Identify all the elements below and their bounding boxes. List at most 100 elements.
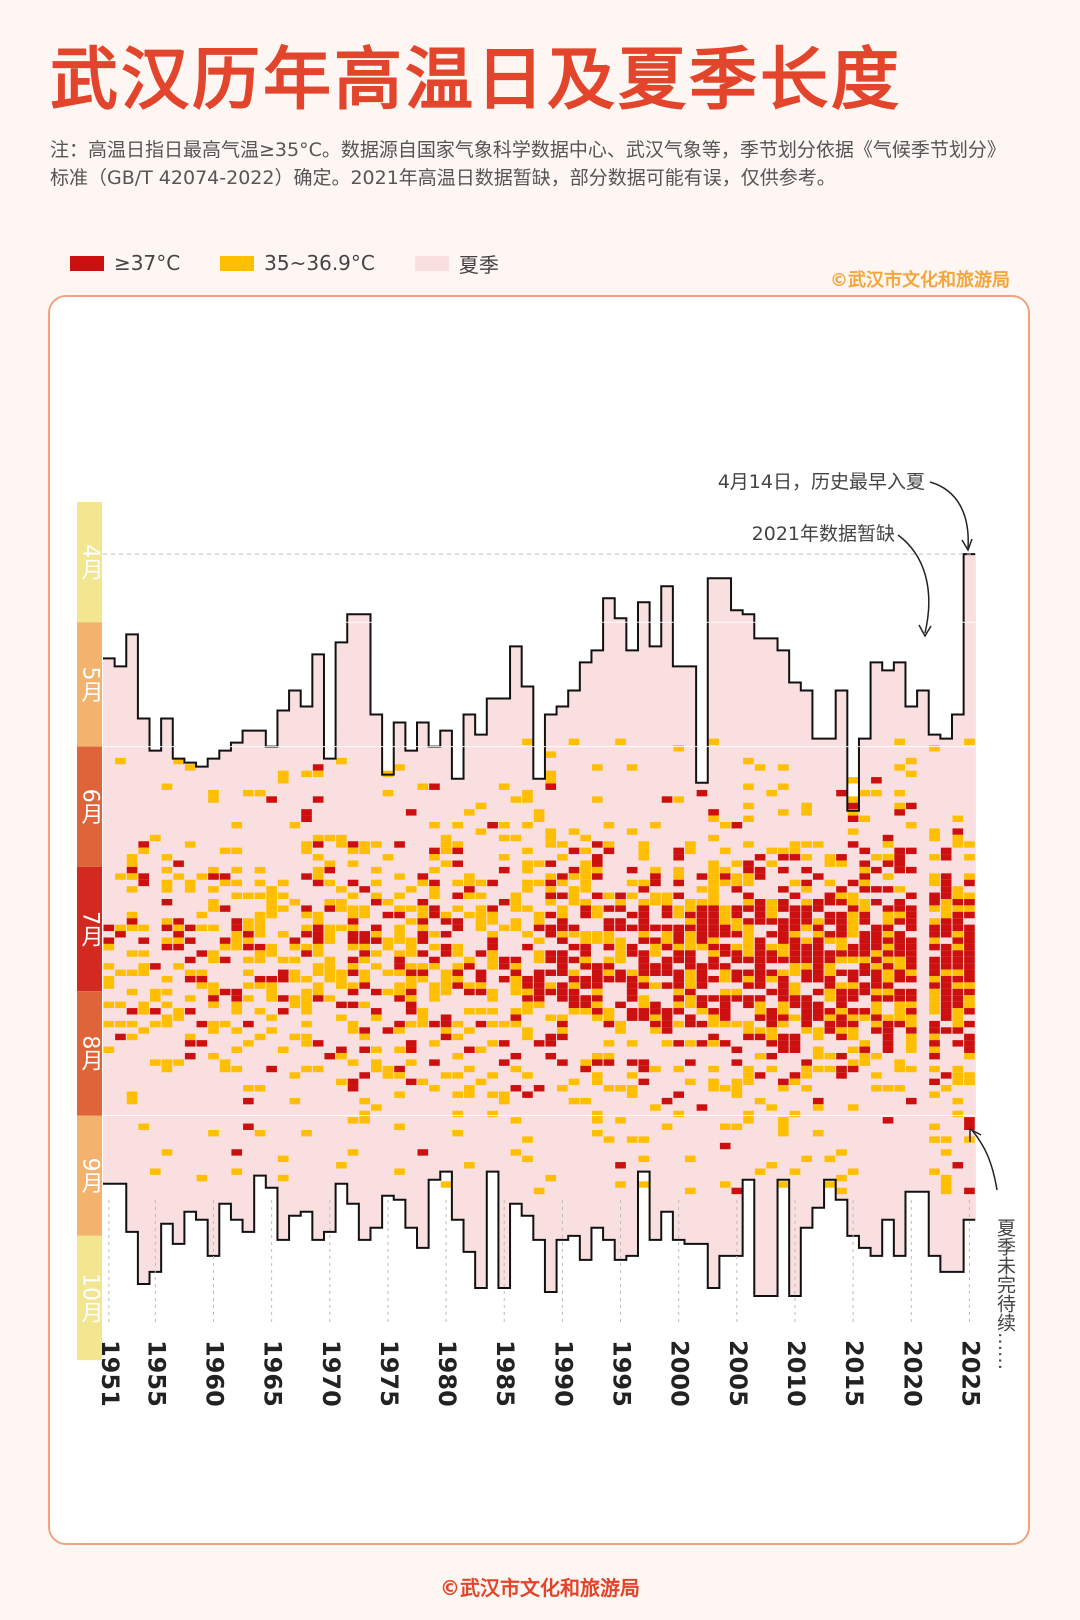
- hot-day-cell: [301, 1001, 312, 1009]
- hot-day-cell: [580, 950, 591, 957]
- hot-day-cell: [673, 1065, 684, 1073]
- hot-day-cell: [661, 943, 673, 951]
- hot-day-cell: [696, 873, 708, 880]
- hot-day-cell: [812, 1033, 824, 1041]
- hot-day-cell: [673, 745, 684, 752]
- hot-day-cell: [522, 796, 533, 803]
- hot-day-cell: [871, 1085, 882, 1092]
- hot-day-cell: [359, 1001, 370, 1009]
- hot-day-cell: [545, 911, 557, 919]
- hot-day-cell: [638, 1155, 650, 1163]
- hot-day-cell: [498, 1059, 510, 1066]
- hot-day-cell: [382, 854, 394, 861]
- hot-day-cell: [429, 1040, 440, 1047]
- hot-day-cell: [650, 1027, 661, 1034]
- hot-day-cell: [312, 982, 324, 989]
- summer-bar-1981: [451, 778, 465, 1220]
- hot-day-cell: [196, 924, 208, 932]
- hot-day-cell: [673, 847, 684, 855]
- hot-day-cell: [103, 1046, 115, 1053]
- hot-day-cell: [940, 1008, 952, 1015]
- hot-day-cell: [929, 1046, 940, 1053]
- hot-day-cell: [336, 1052, 347, 1060]
- hot-day-cell: [603, 1136, 615, 1143]
- hot-day-cell: [894, 1014, 905, 1021]
- hot-day-cell: [778, 969, 789, 976]
- hot-day-cell: [952, 918, 964, 925]
- hot-day-cell: [778, 924, 789, 932]
- hot-day-cell: [347, 969, 359, 976]
- hot-day-cell: [266, 950, 277, 957]
- hot-day-cell: [277, 1008, 289, 1015]
- hot-day-cell: [347, 860, 359, 867]
- hot-day-cell: [638, 1078, 650, 1086]
- hot-day-cell: [580, 879, 591, 887]
- hot-day-cell: [836, 995, 847, 1002]
- hot-day-cell: [370, 1104, 382, 1111]
- hot-day-cell: [487, 1091, 498, 1098]
- hot-day-cell: [498, 783, 510, 790]
- hot-day-cell: [475, 802, 487, 810]
- hot-day-cell: [429, 1020, 440, 1028]
- hot-day-cell: [778, 854, 789, 861]
- hot-day-cell: [219, 988, 231, 996]
- hot-day-cell: [324, 879, 336, 887]
- hot-day-cell: [964, 931, 975, 938]
- hot-day-cell: [231, 847, 243, 855]
- hot-day-cell: [615, 1027, 626, 1034]
- hot-day-cell: [964, 963, 975, 970]
- hot-day-cell: [661, 905, 673, 912]
- hot-day-cell: [545, 770, 557, 778]
- hot-day-cell: [394, 988, 405, 996]
- hot-day-cell: [754, 866, 766, 874]
- hot-day-cell: [766, 1162, 778, 1169]
- hot-day-cell: [661, 963, 673, 970]
- hot-day-cell: [603, 1020, 615, 1028]
- hot-day-cell: [638, 918, 650, 925]
- summer-bar-1989: [544, 714, 558, 1292]
- hot-day-cell: [161, 898, 173, 906]
- hot-day-cell: [685, 975, 696, 983]
- hot-day-cell: [208, 796, 219, 803]
- hot-day-cell: [894, 764, 905, 771]
- hot-day-cell: [231, 924, 243, 932]
- hot-day-cell: [650, 1104, 661, 1111]
- hot-day-cell: [103, 937, 115, 944]
- hot-day-cell: [580, 975, 591, 983]
- hot-day-cell: [661, 1097, 673, 1105]
- hot-day-cell: [545, 924, 557, 932]
- hot-day-cell: [859, 943, 871, 951]
- hot-day-cell: [952, 1097, 964, 1105]
- hot-day-cell: [615, 924, 626, 932]
- hot-day-cell: [173, 963, 184, 970]
- hot-day-cell: [533, 879, 545, 887]
- hot-day-cell: [650, 924, 661, 932]
- hot-day-cell: [347, 847, 359, 855]
- hot-day-cell: [336, 1046, 347, 1053]
- hot-day-cell: [731, 886, 743, 893]
- hot-day-cell: [603, 937, 615, 944]
- hot-day-cell: [894, 809, 905, 816]
- hot-day-cell: [591, 1001, 603, 1009]
- hot-day-cell: [243, 937, 254, 944]
- hot-day-cell: [894, 950, 905, 957]
- hot-day-cell: [929, 745, 940, 752]
- hot-day-cell: [405, 995, 417, 1002]
- hot-day-cell: [812, 905, 824, 912]
- hot-day-cell: [812, 950, 824, 957]
- hot-day-cell: [580, 937, 591, 944]
- hot-day-cell: [940, 1174, 952, 1182]
- hot-day-cell: [964, 1040, 975, 1047]
- hot-day-cell: [905, 956, 917, 964]
- hot-day-cell: [254, 931, 266, 938]
- hot-day-cell: [498, 1020, 510, 1028]
- hot-day-cell: [743, 1110, 754, 1118]
- hot-day-cell: [882, 1117, 894, 1124]
- hot-day-cell: [126, 1008, 138, 1015]
- hot-day-cell: [603, 905, 615, 912]
- hot-day-cell: [184, 975, 196, 983]
- hot-day-cell: [743, 931, 754, 938]
- hot-day-cell: [580, 847, 591, 855]
- hot-day-cell: [754, 975, 766, 983]
- hot-day-cell: [847, 815, 859, 822]
